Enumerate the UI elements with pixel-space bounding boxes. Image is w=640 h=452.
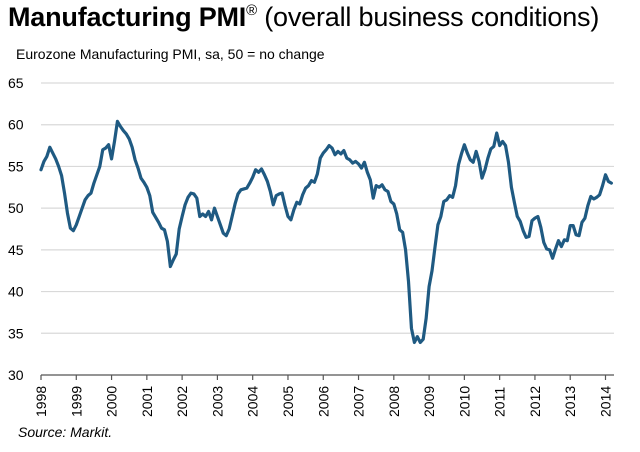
chart-title-main: Manufacturing PMI xyxy=(8,2,247,32)
x-tick-label: 2010 xyxy=(456,386,472,417)
y-tick-label: 50 xyxy=(8,200,24,216)
x-tick-label: 2002 xyxy=(174,386,190,417)
chart-title-rest: (overall business conditions) xyxy=(256,2,600,32)
y-tick-label: 30 xyxy=(8,367,24,383)
x-tick-label: 2005 xyxy=(280,386,296,417)
x-tick-label: 2011 xyxy=(492,387,508,417)
registered-mark: ® xyxy=(246,2,257,19)
y-tick-label: 65 xyxy=(8,75,24,91)
x-tick-label: 2004 xyxy=(245,386,261,417)
source-note: Source: Markit. xyxy=(18,424,113,440)
series-line-0 xyxy=(39,119,613,345)
x-tick-label: 2013 xyxy=(562,386,578,417)
x-tick-label: 2009 xyxy=(421,386,437,417)
y-axis: 30 35 40 45 50 55 60 65 xyxy=(8,75,24,383)
chart-subtitle: Eurozone Manufacturing PMI, sa, 50 = no … xyxy=(16,46,325,62)
x-tick-label: 1998 xyxy=(33,386,49,417)
y-tick-label: 60 xyxy=(8,117,24,133)
x-tick-label: 1999 xyxy=(68,386,84,417)
x-tick-label: 2001 xyxy=(139,386,155,417)
y-tick-label: 55 xyxy=(8,158,24,174)
x-tick-label: 2008 xyxy=(386,386,402,417)
x-tick-label: 2000 xyxy=(104,386,120,417)
x-tick-label: 2014 xyxy=(598,386,614,417)
x-tick-label: 2006 xyxy=(315,386,331,417)
y-tick-label: 35 xyxy=(8,325,24,341)
x-tick-label: 2012 xyxy=(527,386,543,417)
gridlines xyxy=(41,82,614,334)
x-tick-label: 2007 xyxy=(351,386,367,417)
y-tick-label: 40 xyxy=(8,284,24,300)
x-tick-label: 2003 xyxy=(209,386,225,417)
x-axis: 1998 1999 2000 2001 2002 2003 2004 2005 2006 2007… xyxy=(33,374,614,417)
plot-area xyxy=(39,119,613,345)
chart-title: Manufacturing PMI® (overall business con… xyxy=(8,2,599,33)
y-tick-label: 45 xyxy=(8,242,24,258)
